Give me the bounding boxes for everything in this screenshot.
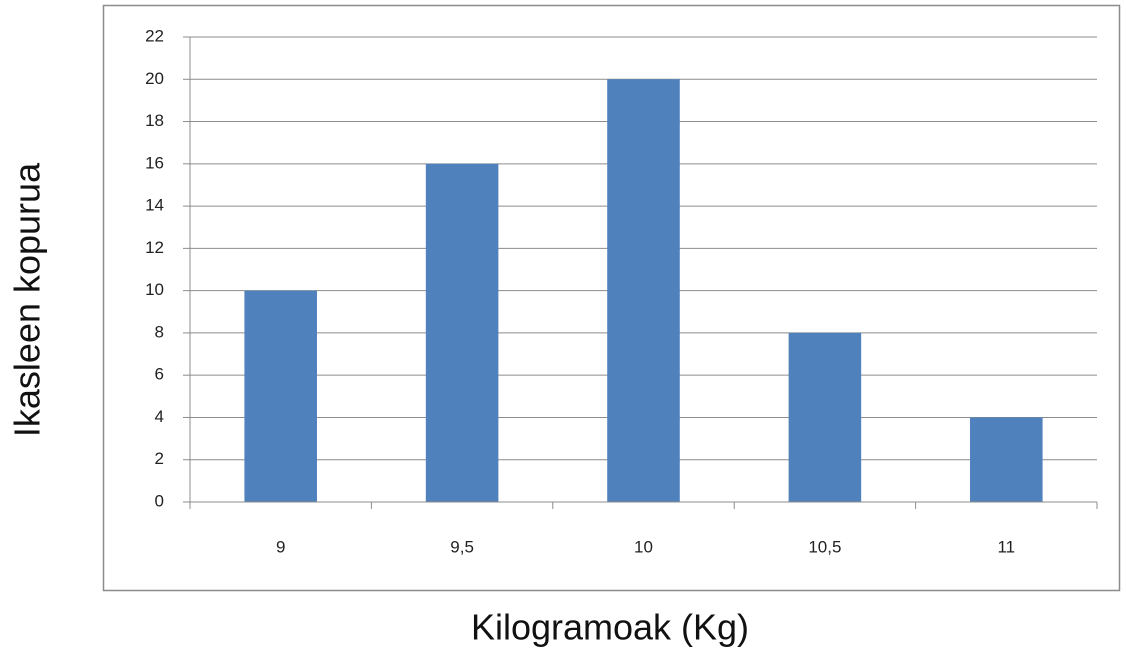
x-tick-label: 9,5: [450, 537, 474, 556]
y-tick-label: 6: [155, 365, 164, 384]
x-tick-label: 10: [634, 537, 653, 556]
y-tick-label: 8: [155, 322, 164, 341]
y-tick-label: 4: [155, 407, 164, 426]
y-tick-label: 12: [145, 238, 164, 257]
bar: [425, 163, 499, 502]
y-tick-label: 22: [145, 26, 164, 45]
chart-frame: [102, 4, 1121, 592]
y-tick-label: 0: [155, 491, 164, 510]
y-tick-label: 14: [145, 196, 164, 215]
y-tick-label: 18: [145, 111, 164, 130]
x-tick-label: 9: [276, 537, 285, 556]
y-tick-label: 16: [145, 153, 164, 172]
bar: [788, 332, 862, 502]
y-tick-label: 20: [145, 69, 164, 88]
x-axis-title: Kilogramoak (Kg): [471, 607, 749, 648]
bar: [607, 79, 680, 502]
y-tick-label: 10: [145, 280, 164, 299]
bar: [244, 290, 317, 502]
y-axis-title: Ikasleen kopurua: [7, 162, 48, 437]
y-tick-label: 2: [155, 449, 164, 468]
x-tick-label: 11: [997, 537, 1015, 556]
bar: [970, 417, 1043, 502]
x-tick-label: 10,5: [808, 537, 841, 556]
